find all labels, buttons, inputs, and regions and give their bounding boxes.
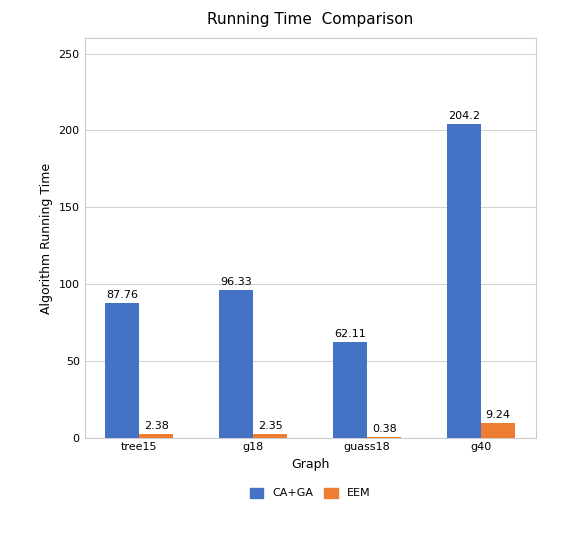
Bar: [333, 342, 367, 438]
Bar: [447, 124, 481, 438]
Bar: [367, 437, 402, 438]
Text: 2.38: 2.38: [144, 421, 169, 431]
Title: Running Time  Comparison: Running Time Comparison: [207, 13, 413, 27]
Bar: [253, 434, 288, 438]
Bar: [481, 423, 515, 438]
Y-axis label: Algorithm Running Time: Algorithm Running Time: [40, 162, 53, 313]
Bar: [139, 434, 174, 438]
Bar: [219, 290, 253, 438]
Text: 62.11: 62.11: [334, 329, 366, 339]
Text: 9.24: 9.24: [486, 410, 510, 420]
Text: 0.38: 0.38: [372, 424, 396, 434]
Bar: [105, 303, 139, 438]
Text: 87.76: 87.76: [106, 290, 138, 300]
X-axis label: Graph: Graph: [291, 458, 329, 471]
Text: 204.2: 204.2: [448, 111, 480, 121]
Text: 2.35: 2.35: [258, 421, 283, 431]
Text: 96.33: 96.33: [221, 277, 252, 287]
Legend: CA+GA, EEM: CA+GA, EEM: [245, 482, 376, 504]
